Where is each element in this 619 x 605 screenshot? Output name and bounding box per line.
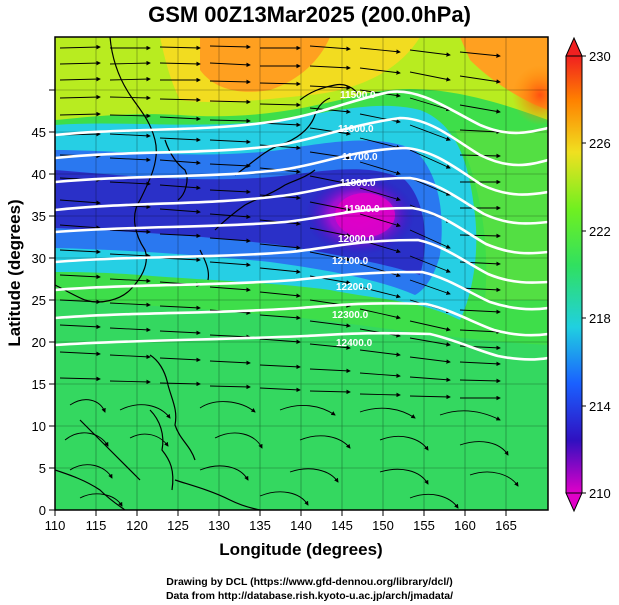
- contour-label: 11500.0: [340, 90, 376, 101]
- x-tick-label: 110: [45, 518, 66, 533]
- colorbar-label: 222: [589, 224, 611, 239]
- y-tick-label: 25: [32, 293, 46, 308]
- colorbar-gradient: [565, 55, 583, 494]
- colorbar: 230 226 222 218 214 210: [565, 36, 611, 513]
- x-tick-label: 130: [208, 518, 230, 533]
- colorbar-max-arrow: [565, 36, 583, 57]
- contour-label: 11700.0: [342, 152, 378, 163]
- contour-label: 12200.0: [336, 282, 373, 293]
- contour-label: 11800.0: [340, 178, 376, 189]
- x-tick-label: 145: [331, 518, 353, 533]
- y-tick-label: 45: [32, 125, 46, 140]
- x-tick-label: 155: [413, 518, 435, 533]
- colorbar-label: 230: [589, 49, 611, 64]
- contour-label: 12000.0: [338, 234, 375, 245]
- x-tick-label: 160: [454, 518, 476, 533]
- x-tick-label: 125: [167, 518, 189, 533]
- colorbar-label: 218: [589, 311, 611, 326]
- y-tick-label: 5: [39, 461, 46, 476]
- x-tick-label: 135: [249, 518, 271, 533]
- x-axis-title: Longitude (degrees): [219, 540, 382, 559]
- colorbar-label: 226: [589, 136, 611, 151]
- y-tick-label: 10: [32, 419, 46, 434]
- y-tick-label: 30: [32, 251, 46, 266]
- y-tick-label: 40: [32, 167, 46, 182]
- y-tick-label: 15: [32, 377, 46, 392]
- credit-data: Data from http://database.rish.kyoto-u.a…: [165, 590, 454, 602]
- x-tick-label: 115: [86, 518, 107, 533]
- contour-labels: 11500.0 11600.0 11700.0 11800.0 11900.0 …: [332, 90, 380, 349]
- contour-label: 11900.0: [344, 204, 380, 215]
- contour-label: 11600.0: [338, 124, 374, 135]
- x-tick-label: 140: [290, 518, 312, 533]
- y-tick-label: 20: [32, 335, 46, 350]
- contour-label: 12400.0: [336, 338, 373, 349]
- colorbar-label: 210: [589, 486, 611, 501]
- contour-label: 12300.0: [332, 310, 369, 321]
- colorbar-min-arrow: [565, 492, 583, 513]
- y-tick-labels: 0 5 10 15 20 25 30 35 40 45: [32, 125, 46, 518]
- contour-label: 12100.0: [332, 256, 369, 267]
- x-tick-labels: 110 115 120 125 130 135 140 145 150 155 …: [45, 518, 517, 533]
- y-tick-label: 0: [39, 503, 46, 518]
- y-tick-label: 35: [32, 209, 46, 224]
- credit-drawing: Drawing by DCL (https://www.gfd-dennou.o…: [166, 576, 453, 588]
- tick-marks: [49, 89, 507, 516]
- colorbar-label: 214: [589, 399, 611, 414]
- x-tick-label: 120: [126, 518, 148, 533]
- height-contours: [55, 90, 548, 361]
- x-tick-label: 165: [495, 518, 517, 533]
- temperature-shading: [55, 37, 548, 510]
- x-tick-label: 150: [372, 518, 394, 533]
- map-title: GSM 00Z13Mar2025 (200.0hPa): [148, 2, 471, 27]
- y-axis-title: Latitude (degrees): [5, 199, 24, 346]
